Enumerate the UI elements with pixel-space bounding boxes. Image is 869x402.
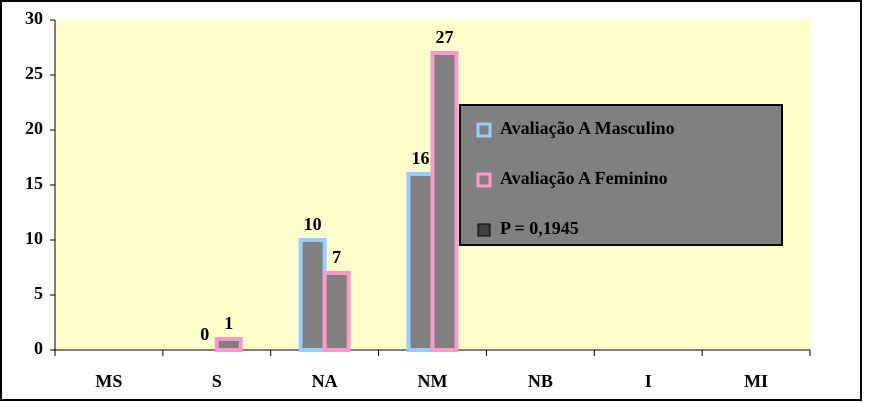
legend-label: P = 0,1945	[500, 218, 579, 238]
bar	[214, 337, 243, 352]
legend-box	[459, 104, 783, 246]
y-tick-label: 5	[34, 283, 43, 303]
legend-label: Avaliação A Masculino	[500, 118, 675, 138]
legend-swatch	[476, 122, 492, 138]
x-tick-label: MI	[744, 371, 768, 391]
x-tick-label: MS	[95, 371, 122, 391]
x-tick-label: S	[212, 371, 222, 391]
bar	[322, 271, 351, 352]
y-tick-label: 10	[25, 228, 43, 248]
value-label: 27	[436, 27, 454, 47]
value-label: 10	[304, 214, 322, 234]
value-label: 1	[224, 313, 233, 333]
legend-swatch	[476, 172, 492, 188]
y-tick-label: 25	[25, 63, 43, 83]
y-tick-label: 30	[25, 8, 43, 28]
legend-swatch	[477, 223, 491, 237]
value-label: 0	[200, 324, 209, 344]
value-label: 7	[332, 247, 341, 267]
legend-label: Avaliação A Feminino	[500, 168, 668, 188]
bar	[406, 172, 435, 352]
x-tick-label: I	[645, 371, 652, 391]
y-tick-label: 15	[25, 173, 43, 193]
value-label: 16	[412, 148, 430, 168]
x-tick-label: NA	[312, 371, 338, 391]
bar	[430, 51, 459, 352]
y-tick-label: 0	[34, 338, 43, 358]
x-tick-label: NB	[528, 371, 553, 391]
x-tick-label: NM	[418, 371, 448, 391]
bar	[298, 238, 327, 352]
y-tick-label: 20	[25, 118, 43, 138]
